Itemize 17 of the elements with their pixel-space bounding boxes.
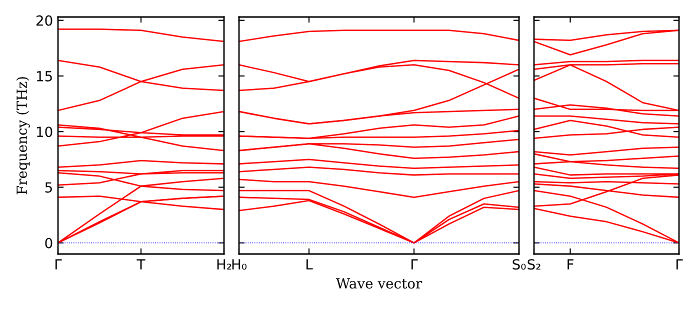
x-tick-label: L (306, 259, 313, 270)
y-axis-title: Frequency (THz) (16, 77, 30, 194)
y-tick-label: 0 (45, 238, 52, 248)
x-tick-label: H₀ (232, 259, 247, 270)
x-tick-label: Γ (411, 259, 418, 270)
y-tick-label: 10 (36, 126, 52, 138)
y-tick-label: 15 (36, 71, 52, 82)
x-tick-label: Γ (55, 259, 62, 270)
x-tick-label: S₂ (528, 259, 540, 270)
x-tick-label: S₀ (512, 259, 526, 270)
y-tick-label: 5 (45, 182, 52, 193)
x-tick-label: Γ (676, 259, 683, 270)
x-tick-label: F (568, 259, 574, 270)
x-tick-label: H₂ (217, 259, 232, 270)
x-tick-label: T (136, 259, 146, 270)
x-axis-title: Wave vector (336, 278, 422, 289)
y-tick-label: 20 (36, 15, 52, 26)
